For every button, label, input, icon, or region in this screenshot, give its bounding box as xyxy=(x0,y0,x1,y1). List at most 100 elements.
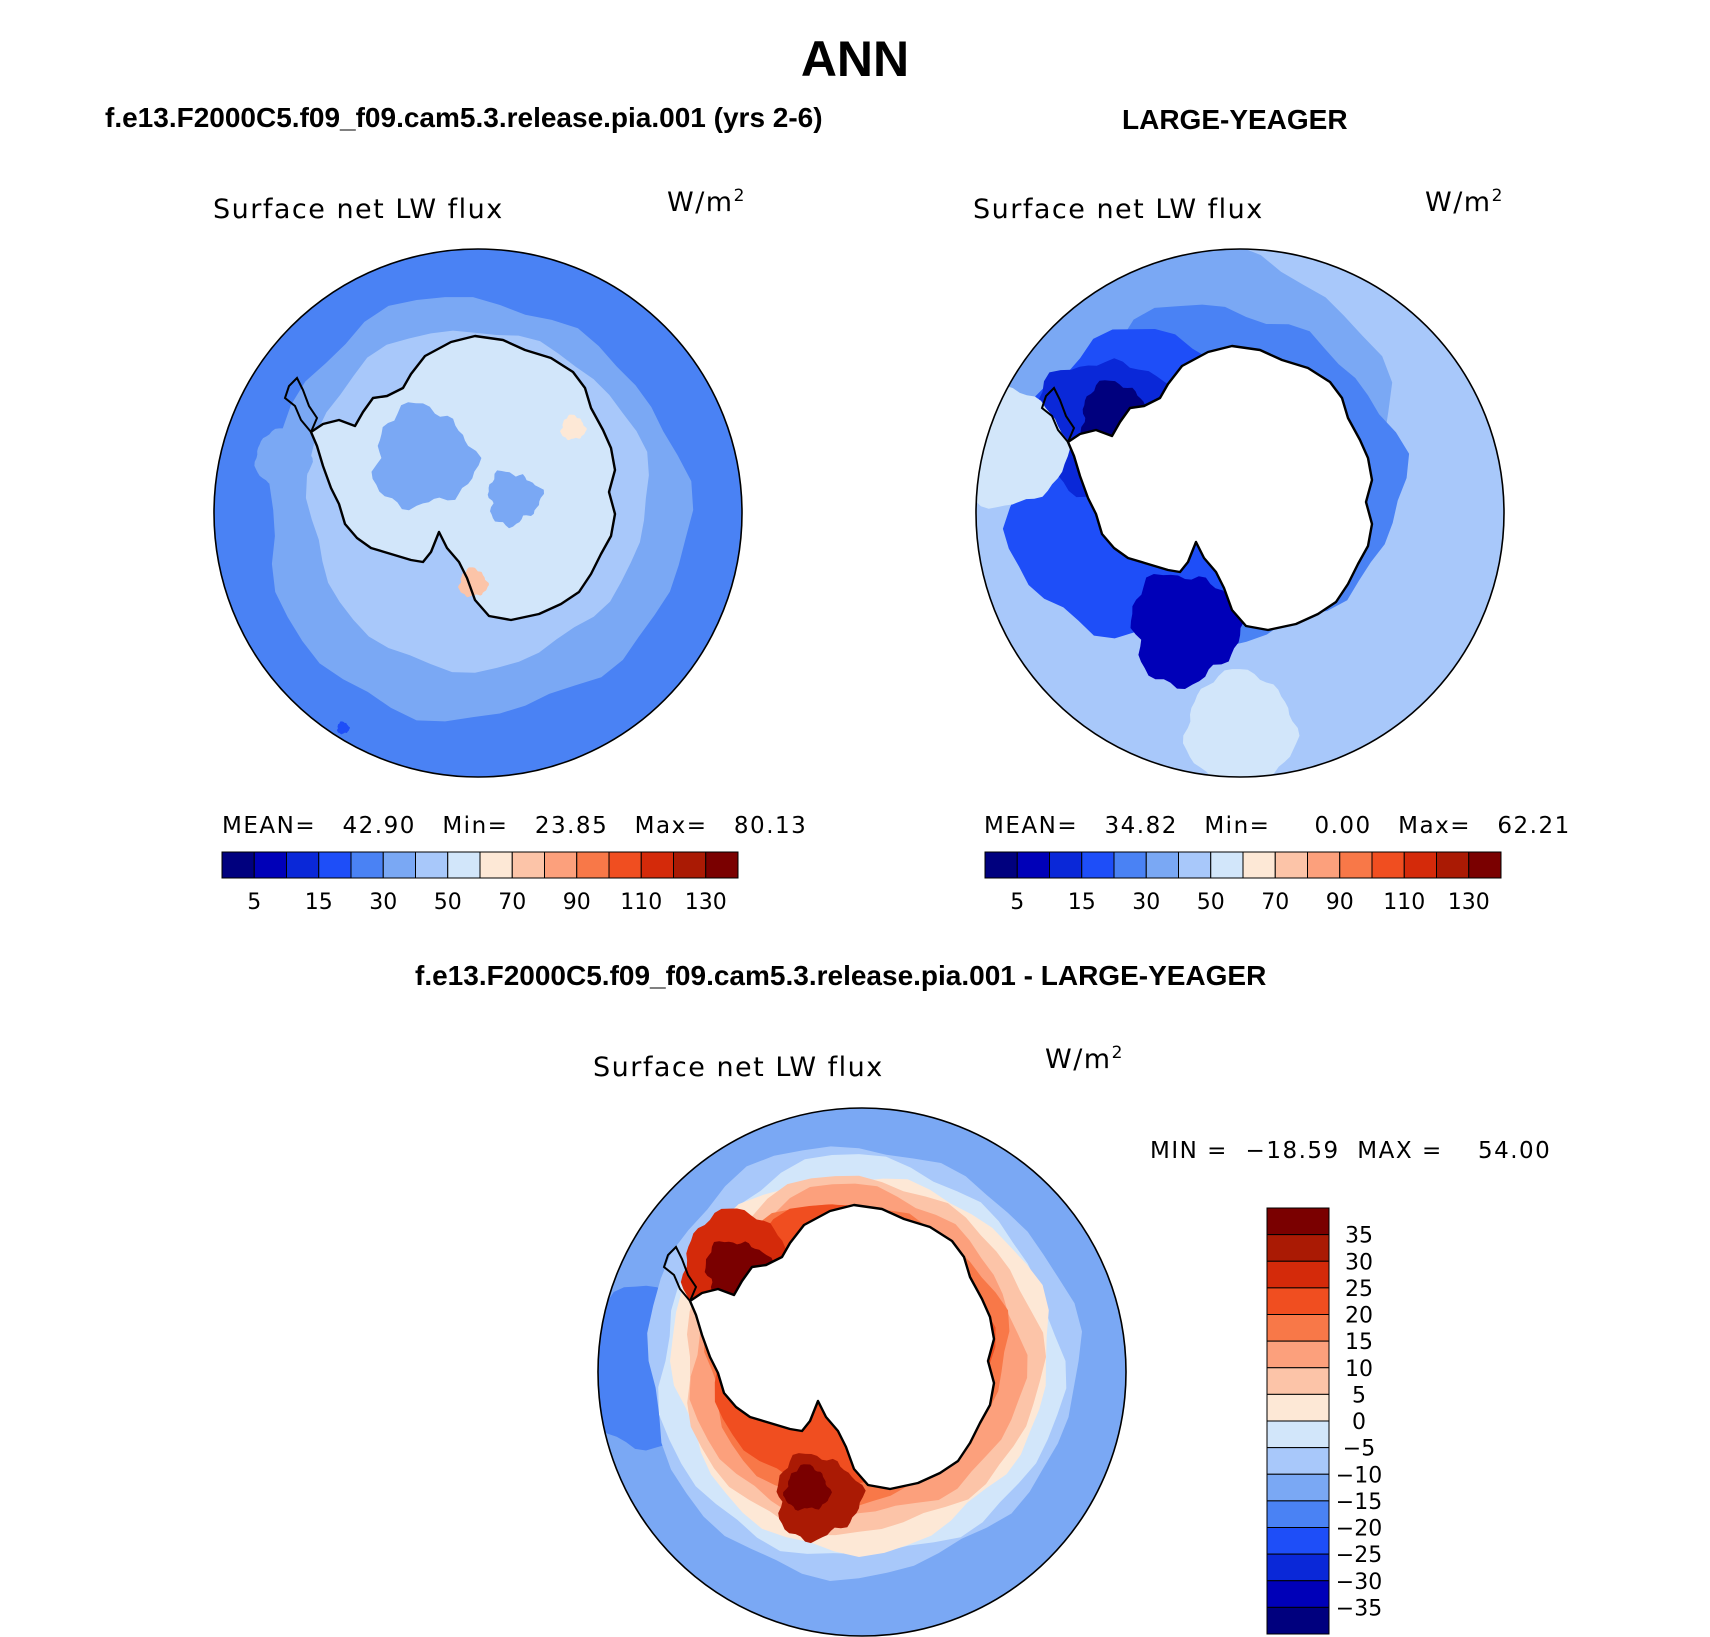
obs-colorbar-box xyxy=(1210,851,1244,879)
obs-mean-label: MEAN= xyxy=(984,813,1079,839)
model-polar-map xyxy=(213,248,743,778)
peninsula-coastline xyxy=(662,1245,698,1303)
model-colorbar-box xyxy=(705,851,739,879)
field-region xyxy=(337,721,350,735)
diff-colorbar-tick-label: 25 xyxy=(1345,1277,1373,1302)
model-colorbar-tick-label: 90 xyxy=(563,890,591,915)
diff-colorbar-tick-label: −20 xyxy=(1336,1517,1382,1542)
coastline xyxy=(309,334,617,622)
model-colorbar-box xyxy=(479,851,513,879)
model-colorbar-tick-label: 130 xyxy=(685,890,727,915)
obs-colorbar-box xyxy=(1145,851,1179,879)
model-colorbar-box xyxy=(673,851,707,879)
model-colorbar-tick-label: 70 xyxy=(498,890,526,915)
diff-colorbar-box xyxy=(1266,1340,1330,1369)
obs-colorbar-box xyxy=(1178,851,1212,879)
field-region xyxy=(254,428,313,486)
diff-min-label: MIN = xyxy=(1150,1138,1228,1164)
diff-field-label: Surface net LW flux xyxy=(593,1052,884,1083)
diff-colorbar-box xyxy=(1266,1553,1330,1582)
obs-colorbar-tick-label: 30 xyxy=(1132,890,1160,915)
obs-colorbar-box xyxy=(1403,851,1437,879)
model-colorbar-tick-label: 30 xyxy=(369,890,397,915)
diff-colorbar-box xyxy=(1266,1606,1330,1635)
diff-colorbar-tick-label: −35 xyxy=(1336,1596,1382,1621)
obs-colorbar-tick-label: 70 xyxy=(1261,890,1289,915)
diff-colorbar-tick-label: 15 xyxy=(1345,1330,1373,1355)
diff-colorbar-tick-label: −5 xyxy=(1343,1437,1375,1462)
model-max-label: Max= xyxy=(634,813,708,839)
model-colorbar-box xyxy=(608,851,642,879)
diff-panel-title: f.e13.F2000C5.f09_f09.cam5.3.release.pia… xyxy=(415,960,1267,991)
obs-colorbar-tick-label: 130 xyxy=(1448,890,1490,915)
obs-colorbar-box xyxy=(984,851,1018,879)
diff-colorbar-box xyxy=(1266,1447,1330,1475)
diff-colorbar-tick-label: 10 xyxy=(1345,1357,1373,1382)
diff-stats: MIN = −18.59 MAX = 54.00 xyxy=(1150,1138,1551,1164)
land-field xyxy=(487,470,544,529)
model-colorbar-box xyxy=(382,851,416,879)
map-field xyxy=(598,1108,1126,1636)
model-panel-title: f.e13.F2000C5.f09_f09.cam5.3.release.pia… xyxy=(105,102,823,133)
obs-colorbar-box xyxy=(1242,851,1276,879)
diff-colorbar-box xyxy=(1266,1287,1330,1315)
diff-colorbar-box xyxy=(1266,1393,1330,1422)
diff-polar-map xyxy=(597,1107,1127,1637)
peninsula-coastline xyxy=(283,376,319,434)
obs-colorbar-box xyxy=(1081,851,1115,879)
diff-colorbar-tick-label: 35 xyxy=(1345,1224,1373,1249)
obs-colorbar-box xyxy=(1113,851,1147,879)
diff-colorbar-box xyxy=(1266,1260,1330,1289)
obs-colorbar-box xyxy=(1339,851,1373,879)
diff-colorbar-tick-label: 20 xyxy=(1345,1304,1373,1329)
model-units-label: W/m2 xyxy=(667,186,746,218)
model-colorbar-tick-label: 5 xyxy=(247,890,261,915)
obs-min-label: Min= xyxy=(1204,813,1271,839)
diff-colorbar-tick-label: −30 xyxy=(1336,1570,1382,1595)
diff-colorbar-box xyxy=(1266,1314,1330,1342)
map-field xyxy=(976,249,1504,777)
model-colorbar-box xyxy=(318,851,352,879)
diff-colorbar-tick-label: −15 xyxy=(1336,1490,1382,1515)
obs-panel-title: LARGE-YEAGER xyxy=(1122,104,1348,135)
model-colorbar-tick-label: 110 xyxy=(620,890,662,915)
model-field-label: Surface net LW flux xyxy=(213,194,504,225)
diff-colorbar-box xyxy=(1266,1234,1330,1262)
land-field xyxy=(371,402,482,511)
land-mask xyxy=(690,1205,994,1489)
obs-polar-map xyxy=(975,248,1505,778)
diff-colorbar-box xyxy=(1266,1500,1330,1528)
obs-mean-value: 34.82 xyxy=(1104,813,1178,839)
diff-colorbar-box xyxy=(1266,1420,1330,1449)
map-boundary xyxy=(975,248,1505,778)
model-min-value: 23.85 xyxy=(534,813,609,839)
model-colorbar-box xyxy=(253,851,287,879)
obs-colorbar-box xyxy=(1307,851,1341,879)
obs-colorbar-tick-label: 110 xyxy=(1383,890,1425,915)
map-field xyxy=(214,249,742,777)
diff-colorbar-box xyxy=(1266,1367,1330,1395)
obs-field-label: Surface net LW flux xyxy=(973,194,1264,225)
land-field xyxy=(560,414,587,441)
land-mask xyxy=(1068,346,1372,630)
diff-colorbar-box xyxy=(1266,1207,1330,1236)
model-colorbar-box xyxy=(511,851,545,879)
model-colorbar-tick-label: 50 xyxy=(434,890,462,915)
field-region xyxy=(783,1464,832,1511)
coastline xyxy=(1066,344,1374,632)
obs-colorbar-box xyxy=(1436,851,1470,879)
model-stats: MEAN= 42.90 Min= 23.85 Max= 80.13 xyxy=(222,813,807,839)
diff-colorbar-tick-label: −25 xyxy=(1336,1543,1382,1568)
obs-max-value: 62.21 xyxy=(1497,813,1571,839)
obs-colorbar-box xyxy=(1468,851,1502,879)
figure-title: ANN xyxy=(800,31,910,87)
obs-max-label: Max= xyxy=(1398,813,1471,839)
diff-colorbar-tick-label: −10 xyxy=(1336,1463,1382,1488)
model-colorbar-box xyxy=(350,851,384,879)
model-colorbar: 5 15 30 50 70 90 110 130 xyxy=(221,851,739,915)
model-colorbar-box xyxy=(544,851,578,879)
model-colorbar-box xyxy=(447,851,481,879)
obs-colorbar: 5 15 30 50 70 90 110 130 xyxy=(984,851,1502,915)
diff-colorbar-tick-label: 0 xyxy=(1352,1410,1366,1435)
